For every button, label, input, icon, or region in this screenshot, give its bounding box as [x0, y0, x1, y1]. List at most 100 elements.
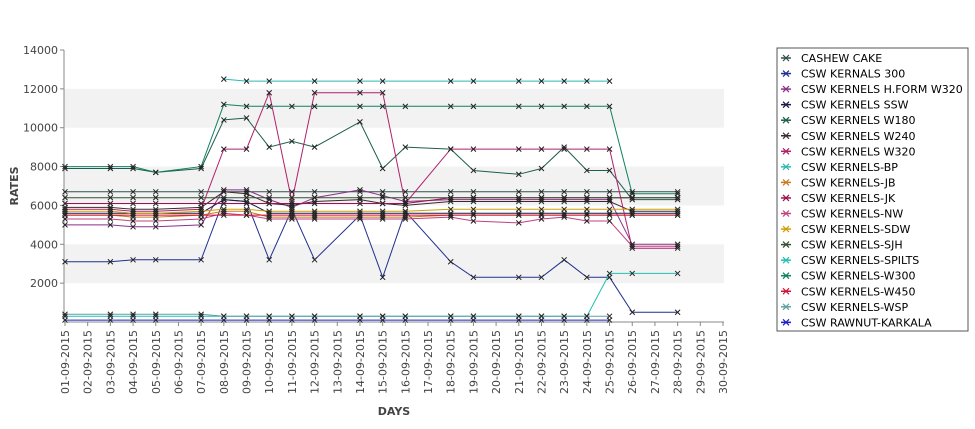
data-point	[538, 194, 545, 201]
legend-marker	[782, 272, 790, 280]
data-point	[220, 188, 227, 195]
data-point	[62, 163, 68, 170]
x-tick-label: 08-09-2015	[218, 330, 231, 394]
y-tick-label: 4000	[30, 238, 58, 251]
data-point	[606, 218, 613, 224]
data-point	[62, 165, 68, 172]
data-point	[629, 270, 636, 277]
series-line-14	[65, 103, 678, 195]
legend-marker	[782, 116, 790, 124]
data-point	[357, 317, 363, 323]
legend: CASHEW CAKE CSW KERNALS 300 CSW KERNELS H.…	[776, 47, 969, 332]
x-tick-label: 23-09-2015	[558, 330, 571, 394]
data-point	[62, 212, 68, 218]
series-line-6	[65, 90, 678, 249]
x-tick-label: 04-09-2015	[127, 330, 140, 394]
data-point	[584, 206, 590, 213]
data-point	[447, 258, 454, 265]
data-point	[220, 101, 227, 108]
data-point	[243, 200, 250, 207]
data-point	[470, 194, 477, 201]
data-point	[289, 138, 295, 145]
data-point	[198, 256, 204, 263]
data-point	[584, 194, 590, 201]
x-tick-label: 26-09-2015	[626, 330, 639, 394]
data-point	[266, 89, 273, 96]
data-point	[674, 245, 681, 252]
y-tick-label: 8000	[30, 161, 58, 174]
series-line-11	[65, 208, 678, 214]
data-point	[379, 212, 386, 218]
data-point	[130, 200, 136, 207]
data-point	[243, 103, 250, 110]
data-point	[379, 194, 386, 201]
data-point	[107, 212, 114, 218]
data-point	[379, 200, 386, 207]
legend-label: CSW KERNELS-SJH	[801, 239, 903, 252]
y-tick-label: 14000	[23, 44, 58, 57]
legend-marker	[782, 163, 790, 171]
data-point	[152, 188, 159, 195]
data-point	[538, 146, 545, 152]
data-point	[470, 274, 477, 281]
data-point	[152, 223, 159, 230]
grid-band	[64, 166, 724, 206]
data-point	[402, 212, 409, 218]
legend-label: CSW KERNELS SSW	[801, 99, 909, 112]
legend-label: CSW KERNELS W180	[801, 114, 916, 127]
data-point	[130, 218, 136, 224]
data-point	[198, 317, 204, 323]
data-point	[243, 146, 250, 152]
data-point	[289, 214, 295, 220]
data-point	[538, 274, 545, 281]
x-tick-label: 17-09-2015	[422, 330, 435, 394]
data-point	[289, 200, 295, 207]
data-point	[470, 167, 477, 174]
data-point	[470, 212, 477, 218]
data-point	[515, 171, 522, 178]
data-point	[447, 206, 454, 213]
data-point	[107, 222, 114, 228]
data-point	[243, 206, 250, 213]
x-tick-label: 03-09-2015	[104, 330, 117, 394]
data-point	[289, 212, 295, 218]
data-point	[584, 167, 590, 174]
legend-label: CSW KERNELS-NW	[801, 208, 903, 221]
y-axis-title: RATES	[8, 166, 21, 205]
data-point	[289, 188, 295, 195]
legend-label: CSW KERNELS H.FORM W320	[801, 83, 963, 96]
x-tick-label: 10-09-2015	[263, 330, 276, 394]
data-point	[130, 256, 136, 263]
data-point	[561, 188, 568, 195]
data-point	[130, 163, 136, 170]
data-point	[515, 78, 522, 84]
data-point	[447, 103, 454, 110]
data-point	[289, 317, 295, 323]
data-point	[357, 194, 363, 201]
data-point	[515, 103, 522, 110]
y-tick-label: 12000	[23, 83, 58, 96]
data-point	[402, 202, 409, 209]
legend-marker	[782, 101, 790, 109]
data-point	[266, 103, 273, 110]
data-point	[311, 188, 318, 195]
data-point	[674, 196, 681, 203]
data-point	[674, 309, 681, 316]
data-point	[515, 196, 522, 203]
data-point	[357, 187, 363, 193]
data-point	[447, 146, 454, 152]
data-point	[62, 194, 68, 201]
legend-marker	[782, 85, 790, 93]
data-point	[402, 188, 409, 195]
data-point	[561, 144, 568, 150]
data-point	[107, 206, 114, 213]
data-point	[243, 188, 250, 195]
data-point	[220, 206, 227, 213]
data-point	[447, 317, 454, 323]
data-point	[379, 165, 386, 172]
data-point	[470, 188, 477, 195]
legend-marker	[782, 241, 790, 249]
data-point	[515, 206, 522, 213]
data-point	[289, 103, 295, 110]
